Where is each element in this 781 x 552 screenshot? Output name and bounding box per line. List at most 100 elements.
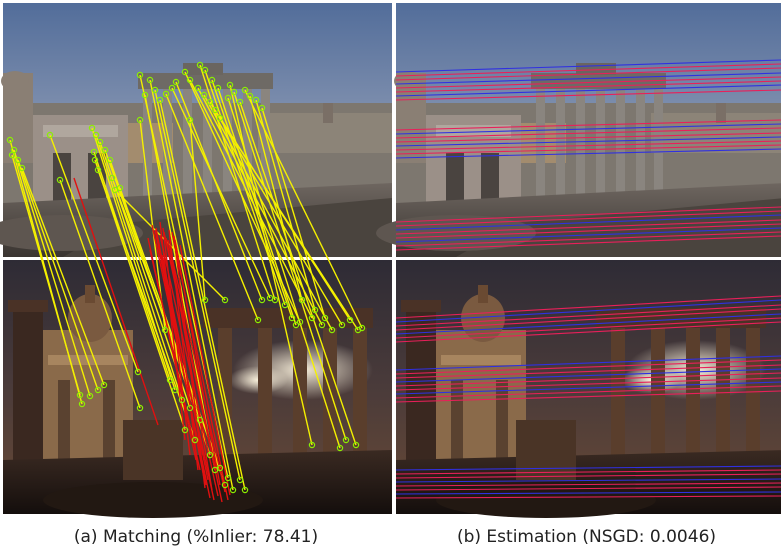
keypoint-marker <box>258 104 266 112</box>
keypoint-marker <box>136 71 144 79</box>
keypoint-marker <box>8 151 16 159</box>
keypoint-marker <box>146 76 154 84</box>
keypoint-marker <box>298 296 306 304</box>
keypoint-marker <box>91 156 99 164</box>
caption-estimation: (b) Estimation (NSGD: 0.0046) <box>456 527 717 547</box>
epipolar-line <box>395 89 781 101</box>
keypoint-marker <box>342 436 350 444</box>
inlier-match-line <box>261 107 326 319</box>
epipolar-line <box>395 359 781 375</box>
epipolar-line <box>395 210 781 227</box>
keypoint-marker <box>308 314 316 322</box>
keypoint-marker <box>254 316 262 324</box>
outlier-match-line <box>159 221 186 441</box>
epipolar-line <box>395 144 781 155</box>
keypoint-marker <box>288 314 296 322</box>
keypoint-marker <box>134 368 142 376</box>
panel-a-top-image <box>0 3 392 257</box>
keypoint-marker <box>100 381 108 389</box>
keypoint-marker <box>211 106 219 114</box>
keypoint-marker <box>94 166 102 174</box>
epipolar-line <box>395 123 781 135</box>
keypoint-marker <box>258 296 266 304</box>
epipolar-line <box>395 59 781 73</box>
keypoint-marker <box>186 76 194 84</box>
keypoint-marker <box>252 96 260 104</box>
keypoint-marker <box>76 391 84 399</box>
keypoint-marker <box>229 486 237 494</box>
keypoint-marker <box>141 91 149 99</box>
keypoint-marker <box>241 86 249 94</box>
inlier-match-line <box>21 167 105 386</box>
epipolar-line <box>395 377 781 391</box>
keypoint-marker <box>14 156 22 164</box>
epipolar-line <box>395 313 781 335</box>
epipolar-line <box>395 132 781 143</box>
inlier-match-line <box>239 101 357 446</box>
keypoint-marker <box>96 138 104 146</box>
keypoint-marker <box>90 148 98 156</box>
epipolar-line <box>395 364 781 379</box>
inlier-match-line <box>199 64 276 301</box>
epipolar-line <box>395 67 781 81</box>
epipolar-line <box>395 223 781 239</box>
outlier-matches <box>73 177 231 503</box>
epipolar-line <box>395 136 781 147</box>
keypoint-marker <box>136 116 144 124</box>
inlier-match-line <box>175 81 263 301</box>
epipolar-line <box>395 127 781 139</box>
epipolar-line <box>395 119 781 131</box>
keypoint-marker <box>178 396 186 404</box>
keypoint-marker <box>111 186 119 194</box>
keypoint-marker <box>181 426 189 434</box>
keypoint-marker <box>308 441 316 449</box>
outlier-match-line <box>179 244 231 496</box>
keypoint-marker <box>18 164 26 172</box>
outlier-match-line <box>162 227 191 456</box>
inlier-match-line <box>233 91 347 441</box>
outlier-match-line <box>168 229 199 471</box>
keypoint-marker <box>196 416 204 424</box>
epipolar-line <box>395 84 781 97</box>
keypoint-marker <box>206 451 214 459</box>
inlier-match-line <box>255 99 316 311</box>
epipolar-line <box>395 235 781 251</box>
keypoint-marker <box>200 91 208 99</box>
epipolar-line <box>395 491 781 495</box>
inlier-match-line <box>203 94 333 331</box>
keypoint-marker <box>6 136 14 144</box>
epipolar-line <box>395 317 781 339</box>
epipolar-line <box>395 214 781 231</box>
caption-matching: (a) Matching (%Inlier: 78.41) <box>73 527 319 547</box>
keypoint-marker <box>162 90 170 98</box>
inlier-match-line <box>49 134 139 373</box>
keypoint-marker <box>194 84 202 92</box>
keypoint-marker <box>46 131 54 139</box>
keypoint-marker <box>171 386 179 394</box>
inlier-match-line <box>11 154 81 396</box>
inlier-match-line <box>211 79 293 319</box>
keypoint-marker <box>346 316 354 324</box>
keypoint-marker <box>221 481 229 489</box>
inlier-match-line <box>229 84 313 446</box>
keypoint-marker <box>224 94 232 102</box>
keypoint-marker <box>172 78 180 86</box>
keypoint-marker <box>321 314 329 322</box>
keypoint-marker <box>266 294 274 302</box>
outlier-match-line <box>167 239 226 493</box>
keypoint-marker <box>161 326 169 334</box>
keypoint-marker <box>168 84 176 92</box>
keypoint-marker <box>106 156 114 164</box>
epipolar-line <box>395 495 781 499</box>
keypoint-marker <box>191 436 199 444</box>
keypoint-marker <box>224 474 232 482</box>
epipolar-line <box>395 231 781 247</box>
keypoint-marker <box>216 114 224 122</box>
inlier-match-line <box>59 179 141 409</box>
keypoint-marker <box>221 296 229 304</box>
epipolar-line <box>395 355 781 371</box>
inlier-match-line <box>114 189 226 301</box>
keypoint-marker <box>292 321 300 329</box>
inlier-match-line <box>159 99 246 491</box>
